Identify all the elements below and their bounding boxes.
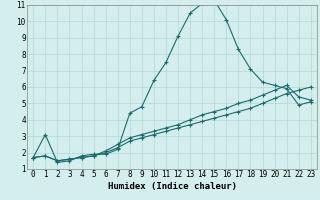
X-axis label: Humidex (Indice chaleur): Humidex (Indice chaleur) xyxy=(108,182,236,191)
